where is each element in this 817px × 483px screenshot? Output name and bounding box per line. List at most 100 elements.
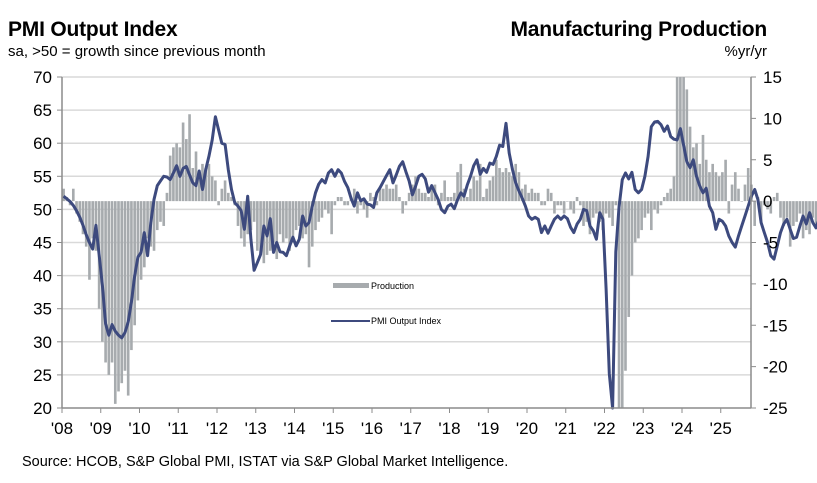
production-bar (453, 192, 456, 202)
right-tick-label: 10 (763, 109, 782, 128)
production-bar (107, 201, 111, 375)
production-bar (717, 176, 721, 202)
production-bar (204, 168, 208, 202)
production-bar (543, 201, 547, 206)
production-bar (446, 196, 450, 202)
right-tick-label: 5 (763, 151, 772, 170)
production-bar (126, 201, 130, 396)
production-bar (84, 201, 88, 247)
production-bar (746, 168, 750, 202)
production-bar (378, 188, 382, 202)
production-bar (449, 196, 453, 202)
production-bar (714, 172, 718, 202)
right-tick-label: 0 (763, 192, 772, 211)
production-bar (152, 201, 156, 251)
production-bar (230, 196, 233, 202)
production-bar (792, 201, 795, 226)
x-tick-label: '09 (90, 419, 112, 438)
production-bar (785, 201, 789, 218)
production-bar (711, 163, 714, 202)
production-bar (608, 201, 611, 218)
production-bar (272, 201, 275, 243)
production-bar (533, 192, 537, 202)
production-bar (181, 122, 185, 202)
production-bar (753, 201, 756, 226)
production-bar (478, 163, 482, 202)
left-axis-title: PMI Output Index (8, 18, 178, 41)
left-tick-label: 55 (33, 167, 52, 186)
production-bar (507, 172, 511, 202)
production-bar (679, 77, 682, 202)
production-bar (120, 201, 124, 384)
production-bar (417, 188, 421, 202)
production-bar (246, 201, 249, 235)
production-bar (239, 201, 243, 239)
gridlines (62, 76, 751, 376)
source-note: Source: HCOB, S&P Global PMI, ISTAT via … (22, 454, 509, 470)
production-bar (430, 188, 434, 202)
production-bar (775, 192, 779, 202)
production-bar (359, 201, 363, 206)
x-tick-label: '16 (361, 419, 383, 438)
production-bar (188, 114, 191, 202)
production-bar (362, 201, 366, 210)
production-bar (113, 201, 117, 404)
production-bar (643, 201, 647, 218)
production-bar (730, 184, 734, 202)
production-bar (291, 201, 295, 243)
production-bar (281, 201, 285, 243)
production-bar (691, 147, 695, 202)
production-bar (559, 201, 563, 206)
legend-production-swatch (333, 283, 369, 288)
production-bar (214, 180, 217, 202)
x-tick-label: '17 (400, 419, 422, 438)
production-bar (133, 201, 136, 326)
x-tick-label: '22 (593, 419, 615, 438)
production-bar (165, 192, 169, 202)
production-bar (288, 201, 291, 251)
production-bar (569, 201, 572, 210)
left-tick-label: 65 (33, 101, 52, 120)
production-bar (546, 188, 550, 202)
production-bar (624, 201, 627, 371)
production-bar (578, 201, 582, 206)
production-bar (482, 196, 485, 202)
production-bar (662, 196, 666, 202)
production-bar (498, 168, 501, 202)
x-tick-label: '25 (710, 419, 732, 438)
right-tick-label: -5 (763, 234, 778, 253)
production-bar (536, 192, 540, 202)
production-bar (491, 176, 495, 202)
production-bar (340, 196, 343, 202)
production-bar (343, 201, 346, 206)
left-tick-label: 35 (33, 300, 52, 319)
production-bar (782, 201, 786, 226)
production-bar (721, 172, 724, 202)
production-bar (743, 184, 747, 202)
production-bar (327, 201, 330, 214)
production-bar (727, 201, 731, 214)
x-tick-label: '20 (516, 419, 538, 438)
production-bar (210, 176, 214, 202)
production-bar (388, 188, 392, 202)
production-bar (511, 176, 514, 202)
production-bar (556, 201, 559, 206)
production-bar (701, 134, 705, 202)
production-bar (811, 201, 815, 218)
production-bar (601, 201, 605, 231)
production-bar (330, 201, 333, 235)
production-bar (381, 188, 385, 202)
axes: 7065605550454035302520151050-5-10-15-20-… (33, 68, 788, 438)
production-bar (194, 151, 198, 202)
production-bar (637, 201, 640, 239)
production-bar (646, 201, 650, 214)
production-bar (236, 201, 240, 226)
production-bar (769, 201, 773, 214)
production-bar (75, 201, 78, 214)
right-axis-unit: %yr/yr (724, 43, 768, 60)
production-bar (653, 201, 656, 210)
production-bar (740, 201, 744, 202)
production-bar (304, 201, 308, 235)
production-bar (472, 176, 476, 202)
production-bar (226, 192, 230, 202)
